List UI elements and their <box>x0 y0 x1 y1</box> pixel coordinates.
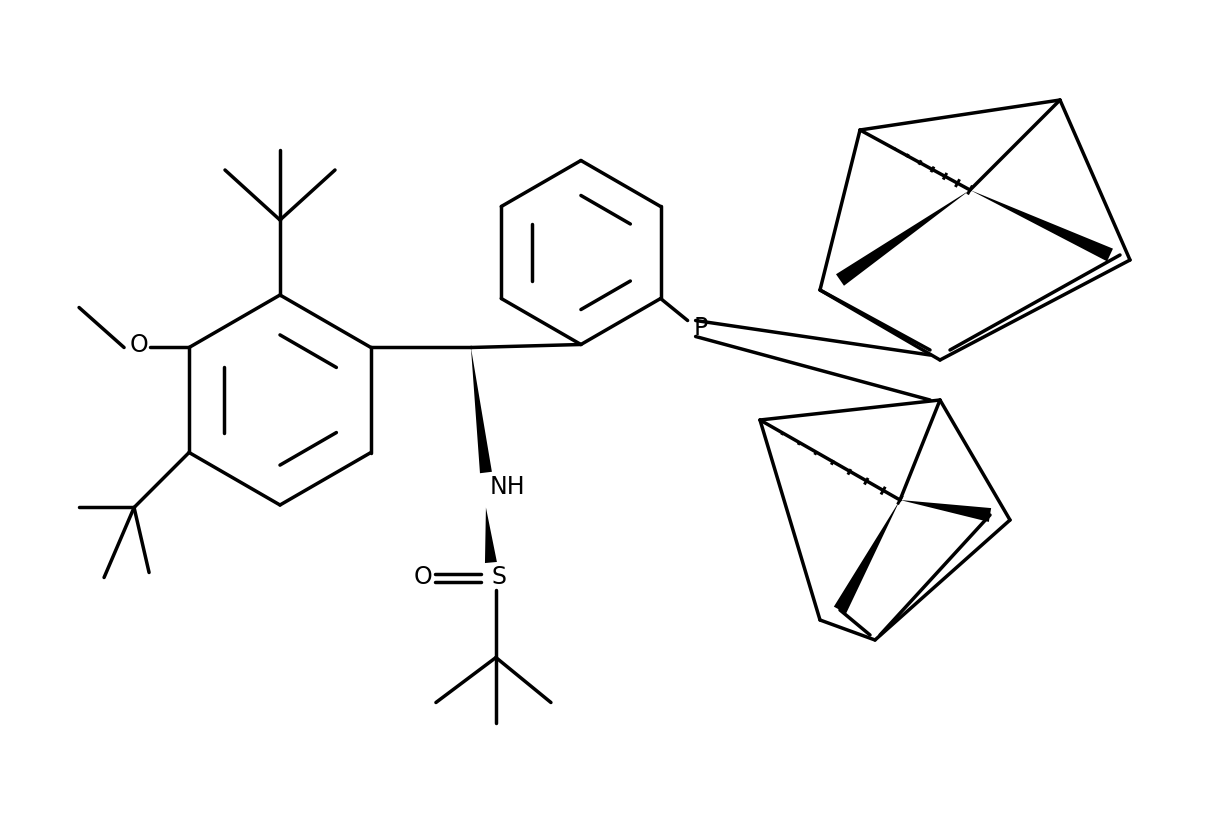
Polygon shape <box>485 507 497 563</box>
Polygon shape <box>970 190 1113 261</box>
Polygon shape <box>836 190 970 286</box>
Text: P: P <box>694 316 707 340</box>
Polygon shape <box>900 500 991 522</box>
Polygon shape <box>834 500 900 613</box>
Text: S: S <box>492 565 507 589</box>
Text: NH: NH <box>490 476 525 500</box>
Text: O: O <box>129 334 149 358</box>
Text: O: O <box>413 565 432 589</box>
Polygon shape <box>471 348 492 473</box>
